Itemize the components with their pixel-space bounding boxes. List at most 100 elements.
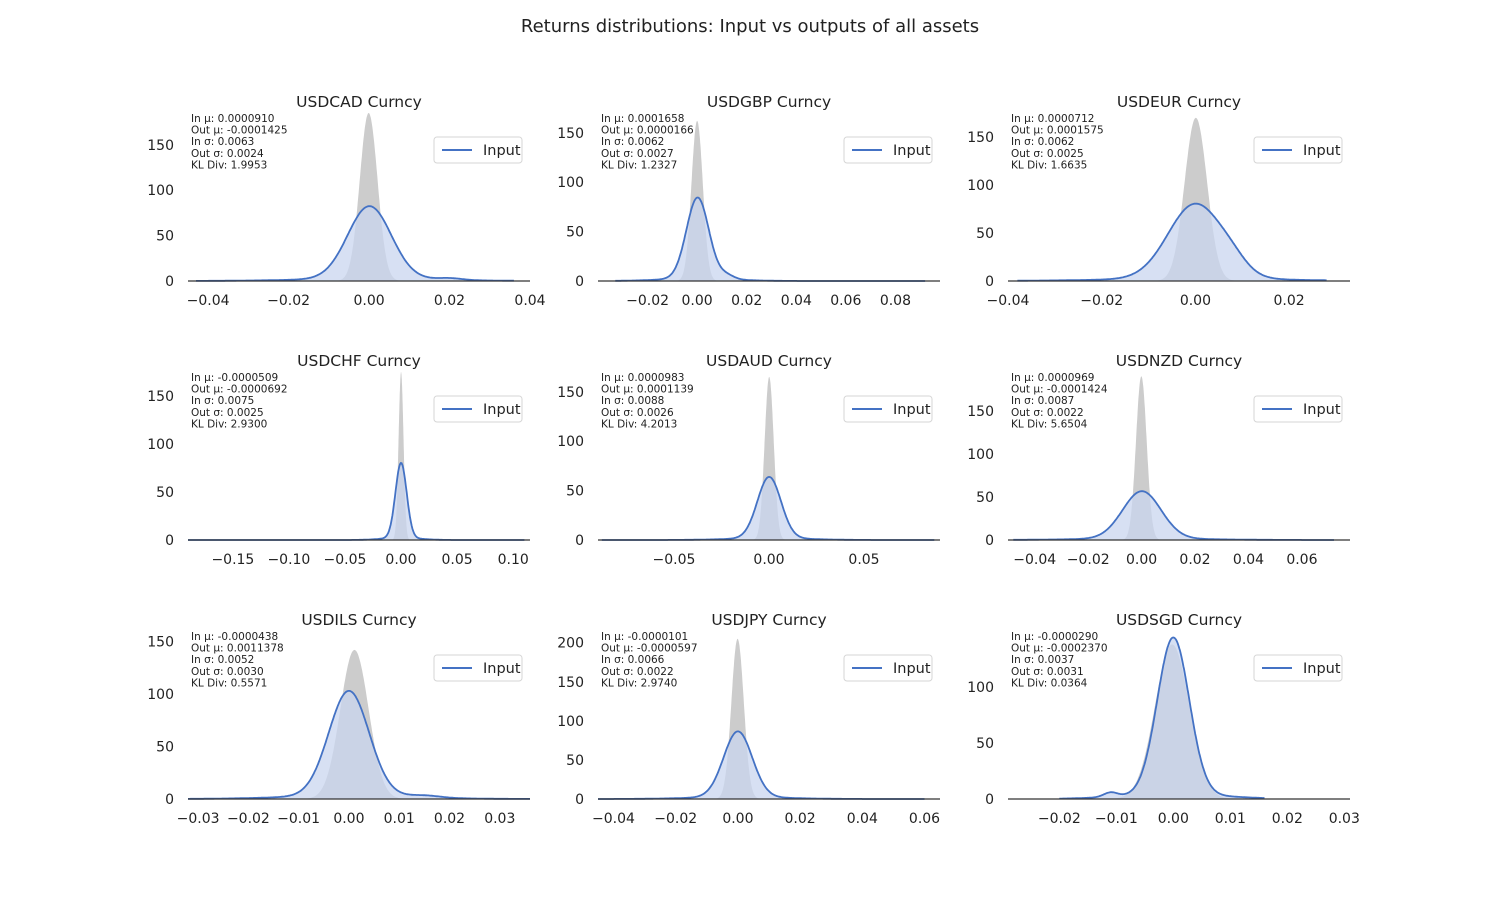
x-tick-label: 0.04: [781, 293, 812, 309]
stats-line: In μ: 0.0000969: [1011, 372, 1094, 384]
x-tick-label: 0.00: [333, 811, 364, 827]
input-density-area: [1017, 203, 1327, 281]
x-tick-label: 0.02: [1274, 293, 1305, 309]
x-tick-label: 0.06: [909, 811, 940, 827]
legend-label: Input: [483, 661, 521, 677]
y-tick-label: 0: [575, 533, 584, 549]
x-tick-label: 0.00: [722, 811, 753, 827]
stats-line: In σ: 0.0087: [1011, 395, 1074, 407]
stats-line: In σ: 0.0088: [601, 395, 664, 407]
stats-line: Out μ: 0.0001575: [1011, 125, 1104, 137]
x-tick-label: 0.01: [1215, 811, 1246, 827]
stats-line: KL Div: 1.9953: [191, 159, 267, 171]
y-tick-label: 100: [967, 680, 994, 696]
legend-label: Input: [893, 661, 931, 677]
x-tick-label: −0.04: [1013, 552, 1056, 568]
x-tick-label: 0.00: [1126, 552, 1157, 568]
y-tick-label: 100: [557, 714, 584, 730]
legend-box: [1253, 395, 1343, 423]
y-tick-label: 0: [985, 533, 994, 549]
stats-line: Out σ: 0.0025: [191, 407, 264, 419]
legend-label: Input: [893, 402, 931, 418]
legend-label: Input: [1303, 402, 1341, 418]
subplot-usdcad: −0.04 −0.02 0.00 0.02 0.04 0 50 100 150 USDCAD Cu…: [147, 93, 545, 309]
legend-box: [1253, 136, 1343, 164]
x-tick-label: 0.00: [682, 293, 713, 309]
x-tick-label: −0.03: [177, 811, 220, 827]
subplot-title: USDCAD Curncy: [296, 93, 422, 111]
stats-line: Out μ: -0.0001425: [191, 125, 288, 137]
output-density-area: [741, 376, 797, 540]
x-tick-label: 0.05: [848, 552, 879, 568]
y-tick-label: 50: [976, 490, 994, 506]
x-tick-label: −0.02: [267, 293, 310, 309]
legend-box: [843, 654, 933, 682]
stats-line: In μ: -0.0000101: [601, 631, 688, 643]
y-tick-label: 100: [147, 437, 174, 453]
y-tick-label: 200: [557, 636, 584, 652]
stats-line: In μ: -0.0000509: [191, 372, 278, 384]
output-density-area: [1128, 117, 1264, 281]
subplots-grid: −0.04 −0.02 0.00 0.02 0.04 0 50 100 150 USDCAD Cu…: [147, 93, 1360, 827]
subplot-title: USDCHF Curncy: [297, 352, 421, 370]
stats-line: In μ: 0.0001658: [601, 113, 684, 125]
y-tick-label: 100: [147, 183, 174, 199]
stats-line: In σ: 0.0037: [1011, 654, 1074, 666]
x-tick-label: 0.04: [1233, 552, 1264, 568]
legend: Input: [433, 395, 523, 423]
stats-line: Out μ: -0.0000692: [191, 384, 288, 396]
stats-line: KL Div: 5.6504: [1011, 418, 1088, 430]
subplot-title: USDILS Curncy: [301, 611, 416, 629]
stats-line: Out σ: 0.0026: [601, 407, 674, 419]
stats-line: In μ: 0.0000983: [601, 372, 684, 384]
stats-line: Out σ: 0.0027: [601, 148, 674, 160]
x-tick-label: 0.02: [785, 811, 816, 827]
stats-line: Out μ: 0.0000166: [601, 125, 694, 137]
y-tick-label: 50: [156, 229, 174, 245]
subplot-title: USDEUR Curncy: [1117, 93, 1241, 111]
stats-line: In σ: 0.0063: [191, 136, 254, 148]
subplot-title: USDNZD Curncy: [1116, 352, 1242, 370]
x-tick-label: 0.03: [484, 811, 515, 827]
subplot-usdeur: −0.04 −0.02 0.00 0.02 0 50 100 150 USDEUR Curncy…: [967, 93, 1350, 309]
legend-label: Input: [1303, 661, 1341, 677]
x-tick-label: −0.05: [324, 552, 367, 568]
x-tick-label: 0.00: [385, 552, 416, 568]
stats-line: In μ: 0.0000712: [1011, 113, 1094, 125]
subplot-usdnzd: −0.04 −0.02 0.00 0.02 0.04 0.06 0 50 100 150 USDNZ…: [967, 352, 1350, 568]
subplot-usdjpy: −0.04 −0.02 0.00 0.02 0.04 0.06 0 50 100 150 200 US…: [557, 611, 940, 827]
stats-line: Out μ: 0.0001139: [601, 384, 694, 396]
legend-box: [843, 136, 933, 164]
y-tick-label: 0: [985, 792, 994, 808]
y-tick-label: 0: [165, 533, 174, 549]
legend: Input: [843, 654, 933, 682]
stats-line: KL Div: 0.5571: [191, 677, 267, 689]
y-tick-label: 0: [575, 274, 584, 290]
x-tick-label: 0.02: [434, 293, 465, 309]
y-tick-label: 150: [147, 389, 174, 405]
stats-line: Out μ: -0.0002370: [1011, 643, 1108, 655]
x-tick-label: 0.06: [1286, 552, 1317, 568]
subplot-usdgbp: −0.02 0.00 0.02 0.04 0.06 0.08 0 50 100 150 USDGBP…: [557, 93, 940, 309]
input-density-area: [188, 690, 530, 799]
x-tick-label: 0.02: [434, 811, 465, 827]
x-tick-label: 0.02: [1179, 552, 1210, 568]
stats-line: In σ: 0.0062: [601, 136, 664, 148]
x-tick-label: −0.02: [227, 811, 270, 827]
subplot-usdchf: −0.15 −0.10 −0.05 0.00 0.05 0.10 0 50 100 150 USDC…: [147, 352, 530, 568]
y-tick-label: 50: [156, 485, 174, 501]
x-tick-label: 0.05: [442, 552, 473, 568]
y-tick-label: 50: [976, 736, 994, 752]
x-tick-label: 0.08: [880, 293, 911, 309]
stats-line: KL Div: 0.0364: [1011, 677, 1088, 689]
y-tick-label: 150: [557, 126, 584, 142]
y-tick-label: 0: [165, 274, 174, 290]
x-tick-label: 0.00: [1158, 811, 1189, 827]
input-density-line: [615, 196, 926, 282]
input-density-area: [1059, 637, 1265, 799]
y-tick-label: 150: [967, 404, 994, 420]
stats-line: In μ: 0.0000910: [191, 113, 274, 125]
figure-title: Returns distributions: Input vs outputs …: [521, 16, 979, 37]
x-tick-label: −0.01: [277, 811, 320, 827]
x-tick-label: −0.01: [1095, 811, 1138, 827]
